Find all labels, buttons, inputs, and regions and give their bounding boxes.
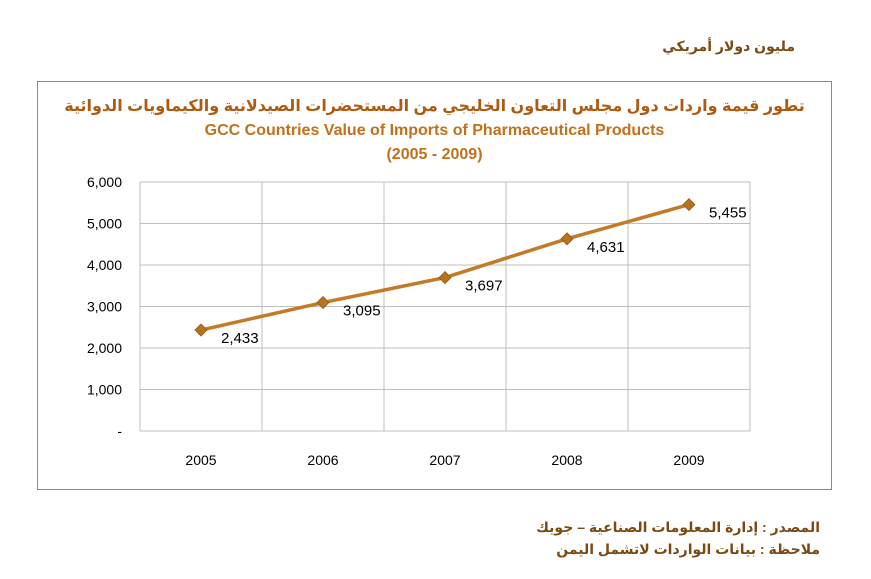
data-label: 4,631 — [587, 239, 625, 256]
y-tick-label: 5,000 — [87, 216, 122, 232]
data-point-marker — [316, 295, 330, 310]
x-tick-label: 2009 — [673, 452, 704, 468]
unit-label: مليون دولار أمريكي — [662, 38, 795, 54]
data-point-marker — [194, 323, 208, 337]
data-point-marker — [560, 232, 574, 246]
line-chart: - 1,000 2,000 3,000 4,000 5,000 6,000 2005 2006 2… — [87, 174, 751, 468]
data-point-marker — [682, 198, 696, 212]
x-tick-label: 2007 — [429, 452, 460, 468]
data-label: 3,095 — [343, 303, 381, 320]
data-label: 2,433 — [221, 330, 259, 347]
y-tick-label: 4,000 — [87, 257, 122, 273]
y-tick-label: 3,000 — [87, 299, 122, 315]
x-tick-label: 2008 — [551, 452, 582, 468]
chart-title-arabic: تطور قيمة واردات دول مجلس التعاون الخليج… — [64, 98, 805, 115]
exclusion-note: ملاحظة : بيانات الواردات لاتشمل اليمن — [556, 541, 820, 557]
chart-title-english: GCC Countries Value of Imports of Pharma… — [204, 122, 665, 139]
x-tick-label: 2006 — [307, 452, 338, 468]
chart-frame: تطور قيمة واردات دول مجلس التعاون الخليج… — [37, 81, 832, 490]
data-point-marker — [438, 271, 452, 285]
y-tick-label: 2,000 — [87, 340, 122, 356]
data-label: 5,455 — [709, 205, 747, 222]
y-tick-label: 1,000 — [87, 382, 122, 398]
chart-subtitle-years: (2005 - 2009) — [386, 146, 483, 163]
source-note: المصدر : إدارة المعلومات الصناعية – جويك — [536, 519, 820, 535]
y-tick-label: 6,000 — [87, 174, 122, 190]
x-tick-label: 2005 — [185, 452, 216, 468]
data-label: 3,697 — [465, 278, 503, 295]
y-tick-label: - — [117, 423, 122, 439]
